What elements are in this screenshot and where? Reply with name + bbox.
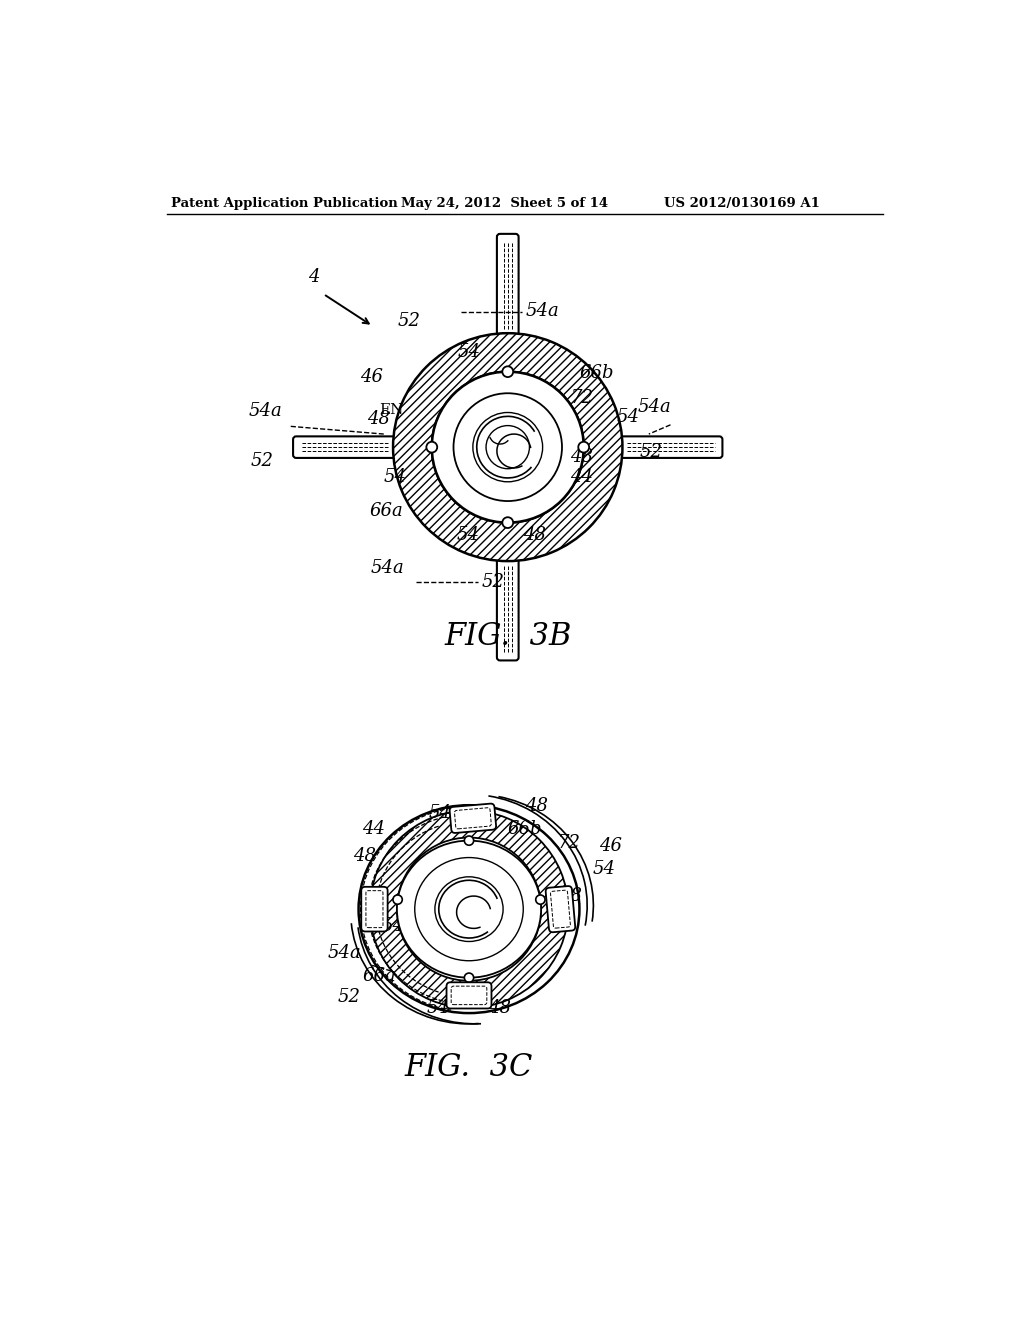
Ellipse shape <box>397 841 541 978</box>
Text: 66b: 66b <box>508 821 543 838</box>
Text: 54: 54 <box>429 804 452 821</box>
Text: 48: 48 <box>524 797 548 816</box>
Text: 48: 48 <box>523 527 546 544</box>
Text: 46: 46 <box>599 837 623 855</box>
Text: 48: 48 <box>487 999 511 1018</box>
Text: 54: 54 <box>616 408 639 426</box>
Text: 54a: 54a <box>248 403 282 420</box>
FancyBboxPatch shape <box>293 437 396 458</box>
Circle shape <box>464 836 474 845</box>
Text: 48: 48 <box>559 887 582 906</box>
Text: 52: 52 <box>397 313 421 330</box>
Circle shape <box>503 367 513 378</box>
Circle shape <box>486 425 529 469</box>
Text: 54a: 54a <box>638 399 672 417</box>
Wedge shape <box>393 333 623 561</box>
Text: 44: 44 <box>569 467 593 486</box>
Text: Patent Application Publication: Patent Application Publication <box>171 197 397 210</box>
Ellipse shape <box>415 858 523 961</box>
FancyBboxPatch shape <box>446 982 492 1008</box>
Circle shape <box>503 517 513 528</box>
Wedge shape <box>370 810 568 1007</box>
Circle shape <box>426 442 437 453</box>
Text: EN: EN <box>379 403 403 417</box>
Text: 54: 54 <box>426 999 450 1018</box>
Text: FIG.  3B: FIG. 3B <box>444 620 571 652</box>
Text: 54: 54 <box>384 467 407 486</box>
Text: 48: 48 <box>569 447 593 466</box>
Text: 4: 4 <box>308 268 319 285</box>
Text: 54a: 54a <box>525 302 559 321</box>
Circle shape <box>393 895 402 904</box>
Text: 66a: 66a <box>370 503 403 520</box>
FancyBboxPatch shape <box>361 887 388 932</box>
Ellipse shape <box>358 805 580 1014</box>
Text: 46: 46 <box>360 368 384 385</box>
Text: 52: 52 <box>481 573 505 590</box>
Text: 54: 54 <box>457 527 479 544</box>
Text: 54: 54 <box>593 861 616 879</box>
Circle shape <box>432 372 584 523</box>
Text: 66b: 66b <box>579 364 613 381</box>
Circle shape <box>454 393 562 502</box>
Text: 72: 72 <box>558 833 582 851</box>
FancyBboxPatch shape <box>497 234 518 337</box>
Text: 52: 52 <box>251 453 273 470</box>
Text: 54: 54 <box>381 916 404 935</box>
Text: FIG.  3C: FIG. 3C <box>404 1052 534 1084</box>
Circle shape <box>473 413 543 482</box>
Ellipse shape <box>435 876 503 941</box>
FancyBboxPatch shape <box>450 804 496 833</box>
Circle shape <box>579 442 589 453</box>
Text: 44: 44 <box>362 821 385 838</box>
FancyBboxPatch shape <box>546 886 575 932</box>
FancyBboxPatch shape <box>620 437 722 458</box>
Text: US 2012/0130169 A1: US 2012/0130169 A1 <box>665 197 820 210</box>
Circle shape <box>464 973 474 982</box>
Text: 52: 52 <box>640 444 663 461</box>
Text: 54: 54 <box>458 343 480 362</box>
FancyBboxPatch shape <box>497 558 518 660</box>
Text: 48: 48 <box>367 411 390 428</box>
Text: 52: 52 <box>337 987 360 1006</box>
Text: 66a: 66a <box>362 966 396 985</box>
Text: May 24, 2012  Sheet 5 of 14: May 24, 2012 Sheet 5 of 14 <box>400 197 608 210</box>
Text: 54a: 54a <box>328 944 361 962</box>
Text: 54a: 54a <box>371 558 404 577</box>
Text: 48: 48 <box>352 846 376 865</box>
Circle shape <box>536 895 545 904</box>
Text: 72: 72 <box>571 389 594 408</box>
